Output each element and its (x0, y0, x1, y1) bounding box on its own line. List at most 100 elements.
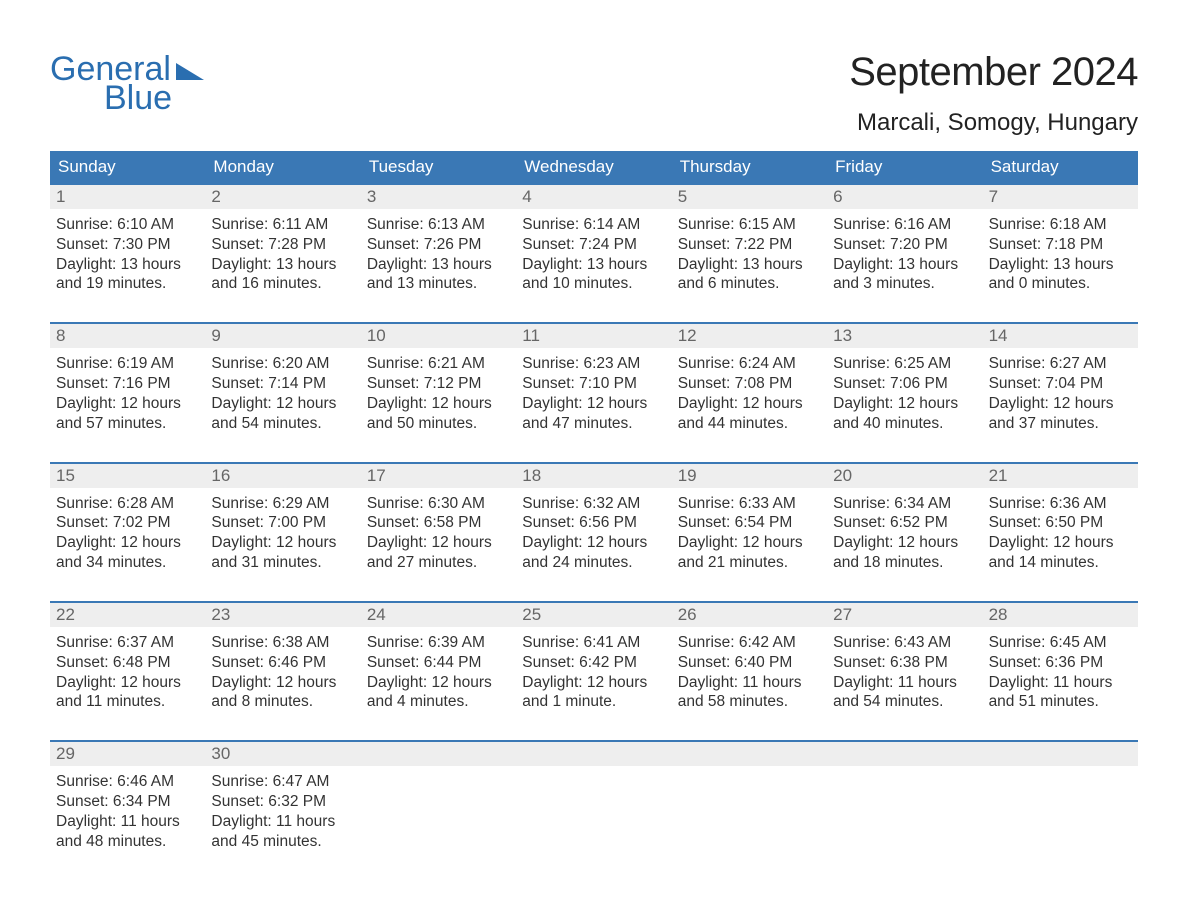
weekday-header: Tuesday (361, 151, 516, 183)
sunrise-text: Sunrise: 6:41 AM (522, 633, 665, 653)
daylight-text-line2: and 51 minutes. (989, 692, 1132, 712)
sunrise-text: Sunrise: 6:18 AM (989, 215, 1132, 235)
day-number: 11 (516, 324, 671, 348)
sunset-text: Sunset: 6:54 PM (678, 513, 821, 533)
daylight-text-line1: Daylight: 13 hours (989, 255, 1132, 275)
title-block: September 2024 Marcali, Somogy, Hungary (849, 50, 1138, 137)
sunrise-text: Sunrise: 6:27 AM (989, 354, 1132, 374)
day-number: 5 (672, 185, 827, 209)
daylight-text-line1: Daylight: 13 hours (56, 255, 199, 275)
daylight-text-line2: and 19 minutes. (56, 274, 199, 294)
day-number: 26 (672, 603, 827, 627)
daylight-text-line2: and 54 minutes. (211, 414, 354, 434)
daylight-text-line1: Daylight: 12 hours (989, 394, 1132, 414)
day-body: Sunrise: 6:11 AMSunset: 7:28 PMDaylight:… (205, 209, 360, 298)
sunset-text: Sunset: 7:12 PM (367, 374, 510, 394)
day-cell: 6Sunrise: 6:16 AMSunset: 7:20 PMDaylight… (827, 185, 982, 298)
day-cell: 17Sunrise: 6:30 AMSunset: 6:58 PMDayligh… (361, 464, 516, 577)
sunrise-text: Sunrise: 6:36 AM (989, 494, 1132, 514)
day-cell: 1Sunrise: 6:10 AMSunset: 7:30 PMDaylight… (50, 185, 205, 298)
daylight-text-line2: and 1 minute. (522, 692, 665, 712)
day-number: 7 (983, 185, 1138, 209)
day-cell: 19Sunrise: 6:33 AMSunset: 6:54 PMDayligh… (672, 464, 827, 577)
sunset-text: Sunset: 6:32 PM (211, 792, 354, 812)
day-body: Sunrise: 6:16 AMSunset: 7:20 PMDaylight:… (827, 209, 982, 298)
day-body: Sunrise: 6:42 AMSunset: 6:40 PMDaylight:… (672, 627, 827, 716)
day-number: 28 (983, 603, 1138, 627)
daylight-text-line2: and 0 minutes. (989, 274, 1132, 294)
daylight-text-line1: Daylight: 11 hours (56, 812, 199, 832)
sunrise-text: Sunrise: 6:39 AM (367, 633, 510, 653)
day-body: Sunrise: 6:24 AMSunset: 7:08 PMDaylight:… (672, 348, 827, 437)
sunrise-text: Sunrise: 6:23 AM (522, 354, 665, 374)
day-number: 15 (50, 464, 205, 488)
daylight-text-line2: and 50 minutes. (367, 414, 510, 434)
empty-day-bar (516, 742, 671, 766)
sunset-text: Sunset: 7:08 PM (678, 374, 821, 394)
weekday-header: Wednesday (516, 151, 671, 183)
empty-day-bar (827, 742, 982, 766)
daylight-text-line1: Daylight: 11 hours (833, 673, 976, 693)
daylight-text-line1: Daylight: 12 hours (211, 533, 354, 553)
sunrise-text: Sunrise: 6:42 AM (678, 633, 821, 653)
sunset-text: Sunset: 7:16 PM (56, 374, 199, 394)
day-body: Sunrise: 6:27 AMSunset: 7:04 PMDaylight:… (983, 348, 1138, 437)
daylight-text-line1: Daylight: 12 hours (833, 533, 976, 553)
sunrise-text: Sunrise: 6:38 AM (211, 633, 354, 653)
day-cell: 3Sunrise: 6:13 AMSunset: 7:26 PMDaylight… (361, 185, 516, 298)
day-cell (361, 742, 516, 855)
day-body: Sunrise: 6:37 AMSunset: 6:48 PMDaylight:… (50, 627, 205, 716)
day-cell: 7 Sunrise: 6:18 AMSunset: 7:18 PMDaylight… (983, 185, 1138, 298)
sunrise-text: Sunrise: 6:15 AM (678, 215, 821, 235)
day-cell: 8Sunrise: 6:19 AMSunset: 7:16 PMDaylight… (50, 324, 205, 437)
day-body: Sunrise: 6:20 AMSunset: 7:14 PMDaylight:… (205, 348, 360, 437)
sunset-text: Sunset: 6:40 PM (678, 653, 821, 673)
daylight-text-line2: and 21 minutes. (678, 553, 821, 573)
daylight-text-line1: Daylight: 12 hours (367, 673, 510, 693)
day-body: Sunrise: 6:43 AMSunset: 6:38 PMDaylight:… (827, 627, 982, 716)
daylight-text-line2: and 37 minutes. (989, 414, 1132, 434)
calendar: Sunday Monday Tuesday Wednesday Thursday… (50, 151, 1138, 856)
day-body: Sunrise: 6:41 AMSunset: 6:42 PMDaylight:… (516, 627, 671, 716)
day-cell: 30Sunrise: 6:47 AMSunset: 6:32 PMDayligh… (205, 742, 360, 855)
daylight-text-line2: and 13 minutes. (367, 274, 510, 294)
day-number: 21 (983, 464, 1138, 488)
daylight-text-line1: Daylight: 12 hours (56, 673, 199, 693)
daylight-text-line2: and 57 minutes. (56, 414, 199, 434)
daylight-text-line1: Daylight: 11 hours (678, 673, 821, 693)
day-body: Sunrise: 6:23 AMSunset: 7:10 PMDaylight:… (516, 348, 671, 437)
day-number: 30 (205, 742, 360, 766)
day-number: 6 (827, 185, 982, 209)
day-cell: 18Sunrise: 6:32 AMSunset: 6:56 PMDayligh… (516, 464, 671, 577)
day-body: Sunrise: 6:36 AMSunset: 6:50 PMDaylight:… (983, 488, 1138, 577)
day-body: Sunrise: 6:30 AMSunset: 6:58 PMDaylight:… (361, 488, 516, 577)
month-title: September 2024 (849, 50, 1138, 95)
daylight-text-line2: and 24 minutes. (522, 553, 665, 573)
day-cell: 12Sunrise: 6:24 AMSunset: 7:08 PMDayligh… (672, 324, 827, 437)
daylight-text-line1: Daylight: 12 hours (522, 394, 665, 414)
daylight-text-line2: and 40 minutes. (833, 414, 976, 434)
day-cell: 29Sunrise: 6:46 AMSunset: 6:34 PMDayligh… (50, 742, 205, 855)
day-cell: 9Sunrise: 6:20 AMSunset: 7:14 PMDaylight… (205, 324, 360, 437)
day-cell: 23Sunrise: 6:38 AMSunset: 6:46 PMDayligh… (205, 603, 360, 716)
day-number: 14 (983, 324, 1138, 348)
day-cell: 5Sunrise: 6:15 AMSunset: 7:22 PMDaylight… (672, 185, 827, 298)
daylight-text-line2: and 3 minutes. (833, 274, 976, 294)
sunset-text: Sunset: 6:36 PM (989, 653, 1132, 673)
daylight-text-line2: and 54 minutes. (833, 692, 976, 712)
daylight-text-line1: Daylight: 12 hours (211, 394, 354, 414)
sunrise-text: Sunrise: 6:24 AM (678, 354, 821, 374)
day-body: Sunrise: 6:14 AMSunset: 7:24 PMDaylight:… (516, 209, 671, 298)
weekday-header: Sunday (50, 151, 205, 183)
daylight-text-line1: Daylight: 13 hours (522, 255, 665, 275)
day-number: 2 (205, 185, 360, 209)
day-cell: 16Sunrise: 6:29 AMSunset: 7:00 PMDayligh… (205, 464, 360, 577)
sunset-text: Sunset: 7:18 PM (989, 235, 1132, 255)
daylight-text-line2: and 16 minutes. (211, 274, 354, 294)
sunset-text: Sunset: 7:06 PM (833, 374, 976, 394)
daylight-text-line2: and 58 minutes. (678, 692, 821, 712)
daylight-text-line1: Daylight: 12 hours (56, 394, 199, 414)
day-cell: 11Sunrise: 6:23 AMSunset: 7:10 PMDayligh… (516, 324, 671, 437)
weekday-header-row: Sunday Monday Tuesday Wednesday Thursday… (50, 151, 1138, 183)
week-row: 8Sunrise: 6:19 AMSunset: 7:16 PMDaylight… (50, 322, 1138, 437)
